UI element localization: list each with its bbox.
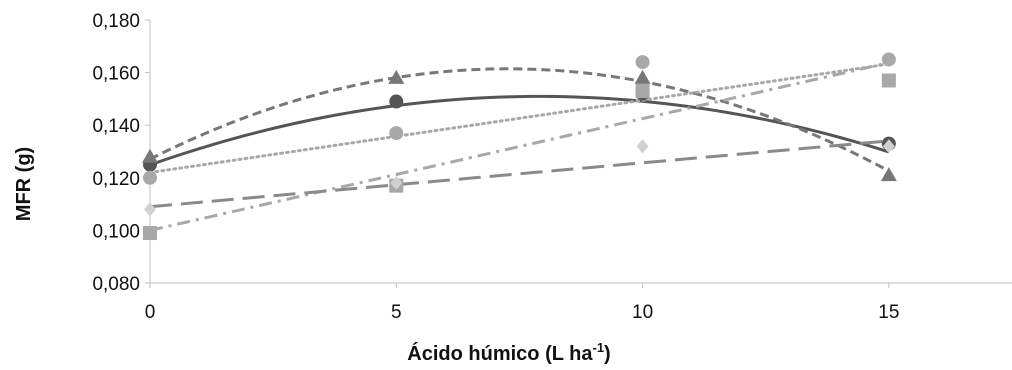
trendline-series-3 — [148, 62, 891, 175]
data-point-series-1 — [389, 94, 404, 109]
x-tick-label: 15 — [878, 302, 899, 323]
x-axis-title-main: Ácido húmico (L ha — [407, 342, 593, 365]
data-point-series-3 — [143, 170, 157, 185]
x-tick-label: 0 — [145, 302, 156, 323]
data-markers — [142, 52, 897, 241]
trendlines — [148, 61, 891, 232]
y-tick-label: 0,140 — [92, 116, 140, 137]
data-point-series-2 — [880, 167, 897, 182]
trendline-series-5 — [149, 139, 889, 209]
data-point-series-3 — [881, 52, 896, 67]
trendline-series-1 — [149, 94, 890, 167]
y-tick-label: 0,160 — [92, 64, 140, 85]
data-point-series-4 — [143, 226, 157, 241]
y-tick-label: 0,120 — [92, 169, 140, 190]
data-point-series-2 — [634, 69, 651, 84]
data-point-series-2 — [142, 148, 158, 163]
y-axis-title: MFR (g) — [13, 147, 35, 221]
y-tick-label: 0,180 — [92, 11, 140, 32]
data-point-series-3 — [635, 55, 650, 70]
data-point-series-3 — [389, 126, 404, 141]
data-point-series-2 — [388, 69, 405, 84]
x-axis-title-superscript: -1 — [592, 340, 604, 355]
trendline-series-2 — [149, 67, 890, 173]
x-axis-title: Ácido húmico (L ha-1) — [407, 340, 610, 365]
data-point-series-5 — [882, 139, 895, 154]
data-point-series-4 — [881, 73, 896, 88]
trendline-series-4 — [149, 61, 890, 232]
x-tick-label: 10 — [632, 302, 653, 323]
y-tick-label: 0,080 — [92, 274, 140, 295]
data-point-series-4 — [635, 84, 650, 99]
data-point-series-5 — [144, 202, 156, 217]
x-tick-label: 5 — [391, 302, 402, 323]
x-axis-title-close: ) — [604, 343, 611, 365]
tick-labels: 0,080 0,100 0,120 0,140 0,160 0,180 0 5 10 15 — [92, 11, 899, 323]
y-tick-label: 0,100 — [92, 221, 140, 242]
data-point-series-5 — [636, 139, 649, 154]
data-point-series-5 — [390, 176, 403, 191]
